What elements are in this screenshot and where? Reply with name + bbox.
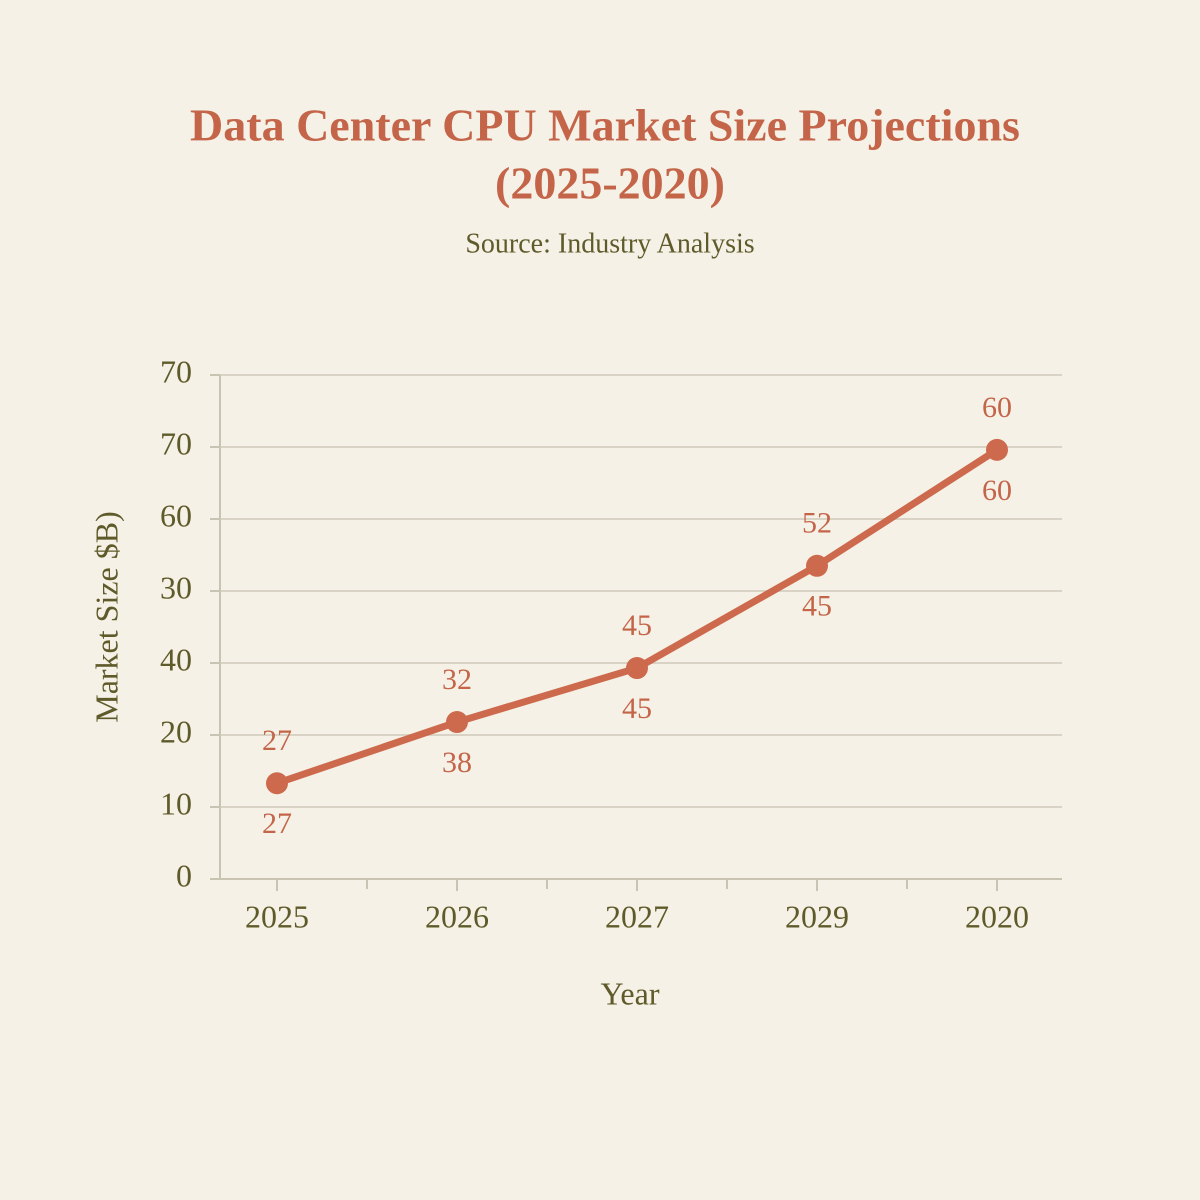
data-label: 32 [442, 663, 472, 696]
data-label: 45 [622, 609, 652, 642]
chart-title: Data Center CPU Market Size Projections [190, 100, 1020, 151]
y-tick-label: 70 [160, 353, 192, 389]
data-label: 45 [802, 590, 832, 623]
data-label: 60 [982, 474, 1012, 507]
y-tick-label: 0 [176, 857, 192, 893]
y-axis-title: Market Size $B) [88, 511, 124, 723]
y-tick-label: 10 [160, 785, 192, 821]
y-tick-label: 60 [160, 497, 192, 533]
data-label: 45 [622, 692, 652, 725]
data-point [806, 554, 828, 577]
x-axis-title: Year [601, 975, 660, 1011]
x-tick-label: 2020 [965, 898, 1029, 934]
chart-title: (2025-2020) [495, 158, 725, 209]
y-tick-label: 20 [160, 713, 192, 749]
x-tick-label: 2026 [425, 898, 489, 934]
data-label: 27 [262, 807, 292, 840]
data-label: 52 [802, 507, 832, 540]
data-point [266, 772, 288, 795]
x-tick-label: 2029 [785, 898, 849, 934]
data-label: 27 [262, 724, 292, 757]
x-tick-label: 2027 [605, 898, 669, 934]
y-tick-label: 70 [160, 425, 192, 461]
chart-subtitle: Source: Industry Analysis [465, 228, 754, 259]
x-tick-label: 2025 [245, 898, 309, 934]
y-tick-label: 30 [160, 569, 192, 605]
y-tick-label: 40 [160, 641, 192, 677]
data-label: 38 [442, 746, 472, 779]
data-point [446, 711, 468, 734]
data-point [626, 657, 648, 680]
data-point [986, 438, 1008, 461]
data-label: 60 [982, 391, 1012, 424]
